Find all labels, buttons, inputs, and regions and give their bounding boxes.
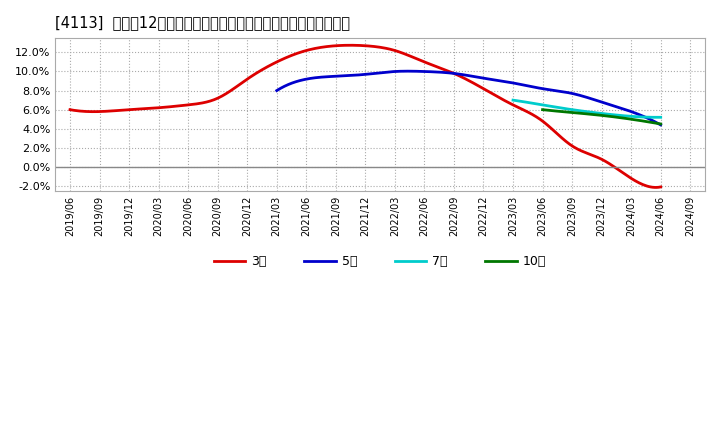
Text: [4113]  売上高12か月移動合計の対前年同期増減率の平均値の推移: [4113] 売上高12か月移動合計の対前年同期増減率の平均値の推移 (55, 15, 350, 30)
Legend: 3年, 5年, 7年, 10年: 3年, 5年, 7年, 10年 (209, 250, 552, 273)
